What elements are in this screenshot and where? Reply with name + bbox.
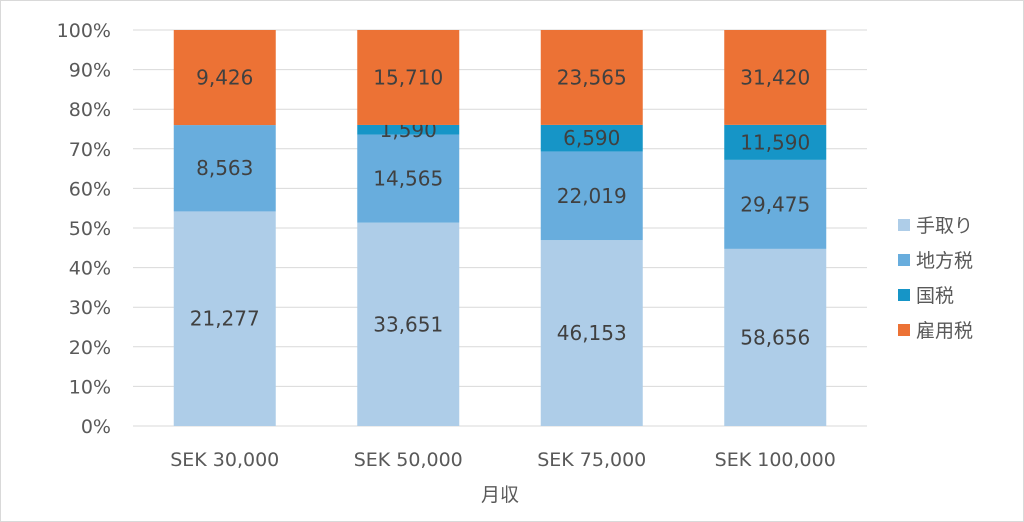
bar-segment [173,30,276,126]
bar-segment [540,151,643,241]
legend-label: 雇用税 [916,320,973,342]
data-label: 23,565 [557,65,627,89]
bar-segment [724,30,827,125]
data-label: 58,656 [740,325,810,349]
data-label: 8,563 [196,156,253,180]
bar-segment [724,124,827,160]
bar-segment [173,211,276,426]
y-tick-label: 100% [57,20,111,42]
x-axis-title: 月収 [481,484,519,506]
bar-segment [173,125,276,212]
y-tick-label: 30% [69,297,111,319]
bar-segment [540,30,643,125]
data-label: 21,277 [190,307,260,331]
y-tick-label: 50% [69,218,111,240]
y-tick-label: 80% [69,99,111,121]
y-tick-label: 60% [69,178,111,200]
bar-segment [724,159,827,249]
data-label: 11,590 [740,130,810,154]
data-label: 9,426 [196,66,253,90]
x-tick-label: SEK 30,000 [170,449,279,471]
bar-segment [540,240,643,426]
y-tick-label: 10% [69,376,111,398]
y-tick-label: 90% [69,60,111,82]
data-label: 22,019 [557,184,627,208]
data-label: 15,710 [373,65,443,89]
bar-segment [357,222,460,426]
y-tick-label: 70% [69,139,111,161]
data-label: 29,475 [740,192,810,216]
bar-segment [724,248,827,426]
legend-label: 国税 [916,285,954,307]
legend-swatch [898,324,910,336]
legend-swatch [898,254,910,266]
bar-segment [357,30,460,125]
x-tick-label: SEK 50,000 [354,449,463,471]
data-label: 14,565 [373,167,443,191]
data-label: 33,651 [373,312,443,336]
legend-label: 地方税 [916,250,973,272]
bar-segment [540,124,643,152]
data-label: 31,420 [740,65,810,89]
y-tick-label: 0% [81,416,111,438]
bar-segment [357,124,460,135]
data-label: 6,590 [563,126,620,150]
y-tick-label: 20% [69,337,111,359]
x-tick-label: SEK 100,000 [715,449,836,471]
y-tick-label: 40% [69,258,111,280]
data-label: 46,153 [557,321,627,345]
x-tick-label: SEK 75,000 [537,449,646,471]
legend-swatch [898,219,910,231]
legend-label: 手取り [916,215,973,237]
bar-segment [357,134,460,223]
legend-swatch [898,289,910,301]
